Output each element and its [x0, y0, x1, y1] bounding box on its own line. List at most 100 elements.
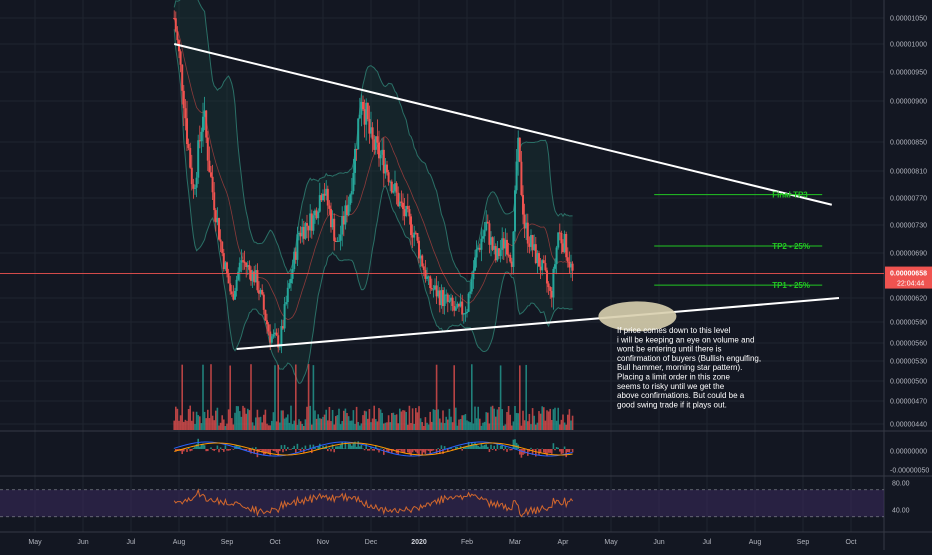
note-line: Placing a limit order in this zone	[617, 373, 730, 382]
volume-bar	[201, 423, 203, 430]
macd-histogram-bar	[266, 449, 268, 453]
candle-body	[263, 295, 265, 310]
volume-bar	[484, 422, 486, 430]
candle-body	[386, 165, 388, 173]
macd-histogram-bar	[298, 449, 300, 450]
volume-bar	[330, 421, 332, 430]
macd-histogram-bar	[553, 443, 555, 449]
volume-bar	[241, 417, 243, 430]
candle-body	[388, 172, 390, 182]
volume-bar	[572, 416, 574, 430]
candle-body	[554, 264, 556, 269]
candle-body	[271, 337, 273, 343]
volume-bar	[252, 422, 254, 430]
candle-body	[357, 118, 359, 149]
time-tick-label: Sep	[797, 539, 810, 546]
macd-histogram-bar	[514, 439, 516, 449]
candle-body	[512, 232, 514, 267]
macd-histogram-bar	[509, 449, 511, 450]
volume-bar	[385, 423, 387, 430]
volume-bar	[364, 411, 366, 430]
volume-bar	[522, 411, 524, 430]
volume-bar	[453, 365, 455, 430]
candle-body	[268, 324, 270, 331]
volume-bar	[479, 419, 481, 430]
candle-body	[543, 260, 545, 263]
volume-bar	[517, 413, 519, 430]
candle-body	[248, 265, 250, 270]
volume-bar	[567, 415, 569, 430]
macd-histogram-bar	[351, 446, 353, 449]
volume-bar	[498, 407, 500, 430]
time-tick-label: Dec	[365, 539, 378, 546]
volume-bar	[305, 419, 307, 430]
candle-body	[514, 190, 516, 231]
macd-histogram-bar	[290, 449, 292, 450]
macd-histogram-bar	[401, 449, 403, 452]
volume-bar	[549, 409, 551, 430]
volume-bar	[546, 410, 548, 430]
macd-histogram-bar	[330, 449, 332, 451]
volume-bar	[565, 425, 567, 430]
candle-body	[208, 161, 210, 173]
volume-bar	[439, 419, 441, 430]
rsi-band	[0, 490, 884, 517]
volume-bar	[191, 421, 193, 430]
volume-bar	[466, 420, 468, 430]
macd-histogram-bar	[218, 449, 220, 452]
candle-body	[572, 264, 574, 271]
candle-body	[429, 276, 431, 288]
candle-body	[402, 203, 404, 209]
macd-histogram-bar	[359, 446, 361, 449]
candle-body	[189, 148, 191, 168]
macd-histogram-bar	[229, 449, 231, 450]
volume-bar	[292, 424, 294, 430]
volume-bar	[249, 410, 251, 430]
macd-histogram-bar	[335, 447, 337, 449]
volume-bar	[396, 414, 398, 430]
macd-histogram-bar	[426, 449, 428, 450]
volume-bar	[263, 415, 265, 430]
volume-bar	[458, 420, 460, 430]
volume-bar	[345, 409, 347, 430]
candle-body	[410, 216, 412, 235]
candle-body	[506, 240, 508, 255]
candle-body	[280, 326, 282, 346]
volume-bar	[530, 424, 532, 430]
price-tick-label: 0.00000850	[890, 140, 927, 147]
time-tick-label: Feb	[461, 539, 473, 546]
price-tick-label: 0.00000440	[890, 422, 927, 429]
candle-body	[367, 103, 369, 119]
volume-bar	[276, 421, 278, 430]
volume-bar	[177, 409, 179, 430]
volume-bar	[210, 364, 212, 430]
volume-bar	[404, 410, 406, 430]
macd-histogram-bar	[337, 446, 339, 449]
macd-histogram-bar	[567, 449, 569, 452]
volume-bar	[335, 416, 337, 430]
volume-bar	[503, 426, 505, 430]
volume-bar	[229, 366, 231, 430]
candle-body	[516, 162, 518, 191]
volume-bar	[423, 426, 425, 430]
volume-bar	[217, 408, 219, 430]
volume-bar	[436, 365, 438, 430]
macd-histogram-bar	[425, 449, 427, 454]
candle-body	[519, 138, 521, 162]
candle-body	[276, 333, 278, 336]
volume-bar	[306, 407, 308, 430]
volume-bar	[226, 424, 228, 430]
macd-histogram-bar	[205, 449, 207, 451]
price-tick-label: 0.00000590	[890, 320, 927, 327]
volume-bar	[236, 406, 238, 430]
volume-bar	[338, 409, 340, 430]
candle-body	[549, 287, 551, 291]
macd-histogram-bar	[447, 449, 449, 451]
volume-bar	[242, 406, 244, 430]
macd-histogram-bar	[265, 449, 267, 454]
macd-histogram-bar	[212, 449, 214, 450]
volume-bar	[237, 406, 239, 430]
